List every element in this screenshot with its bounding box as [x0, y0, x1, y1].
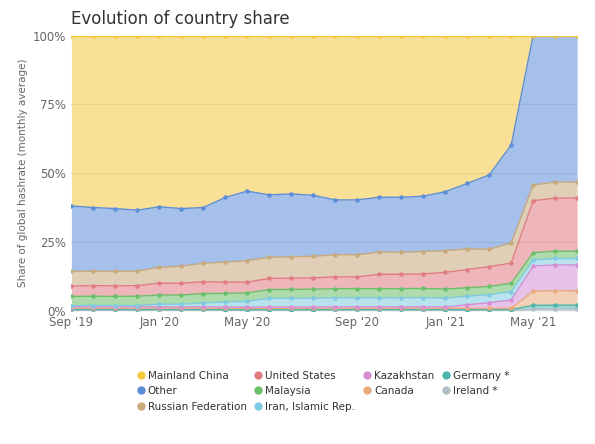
Y-axis label: Share of global hashrate (monthly average): Share of global hashrate (monthly averag… — [18, 59, 29, 287]
Text: Evolution of country share: Evolution of country share — [71, 10, 290, 28]
Legend: Mainland China, Other, Russian Federation, United States, Malaysia, Iran, Islami: Mainland China, Other, Russian Federatio… — [134, 365, 515, 417]
